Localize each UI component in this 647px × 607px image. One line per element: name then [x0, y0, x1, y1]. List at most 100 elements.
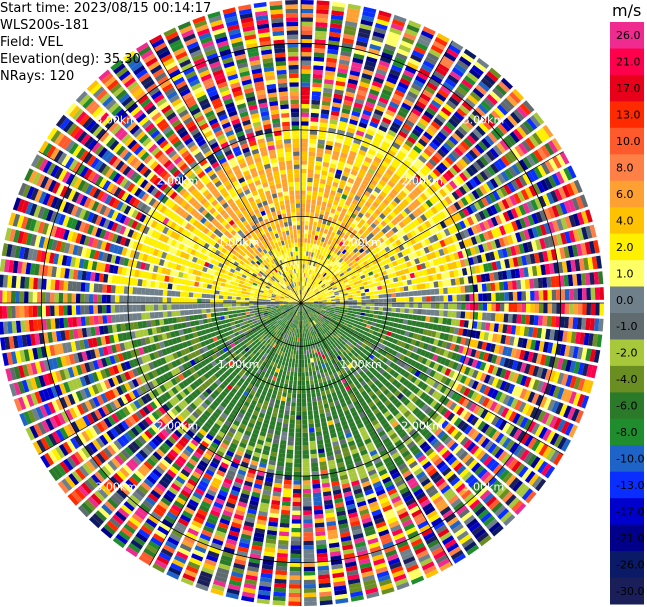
velocity-gate — [330, 14, 344, 21]
velocity-gate — [314, 35, 327, 41]
velocity-gate — [334, 281, 340, 285]
velocity-gate — [473, 245, 481, 255]
velocity-gate — [543, 208, 552, 221]
velocity-gate — [415, 141, 425, 151]
velocity-gate — [320, 265, 325, 271]
velocity-gate — [465, 303, 470, 311]
velocity-gate — [449, 70, 462, 81]
velocity-gate — [290, 367, 295, 372]
velocity-gate — [342, 288, 347, 292]
velocity-gate — [420, 30, 434, 40]
velocity-gate — [393, 253, 400, 260]
velocity-gate — [481, 119, 493, 131]
velocity-gate — [309, 247, 313, 253]
velocity-gate — [351, 110, 361, 118]
velocity-gate — [470, 214, 479, 224]
velocity-gate — [355, 215, 362, 222]
velocity-gate — [385, 109, 396, 117]
velocity-gate — [335, 298, 340, 301]
velocity-gate — [276, 421, 282, 427]
velocity-gate — [497, 200, 506, 212]
velocity-gate — [368, 183, 376, 190]
velocity-gate — [523, 120, 534, 133]
velocity-gate — [342, 290, 348, 294]
velocity-gate — [547, 175, 557, 188]
velocity-gate — [495, 188, 505, 199]
velocity-gate — [308, 283, 312, 288]
velocity-gate — [303, 272, 306, 278]
velocity-gate — [369, 204, 377, 212]
velocity-gate — [506, 94, 518, 107]
velocity-gate — [582, 288, 587, 301]
velocity-gate — [432, 40, 446, 51]
velocity-gate — [339, 179, 347, 186]
velocity-gate — [539, 224, 547, 236]
velocity-gate — [502, 136, 513, 149]
velocity-gate — [431, 243, 438, 251]
velocity-gate — [421, 114, 432, 124]
velocity-gate — [556, 233, 563, 246]
velocity-gate — [404, 171, 413, 180]
velocity-gate — [312, 226, 317, 231]
velocity-gate — [363, 316, 369, 321]
velocity-gate — [301, 194, 306, 200]
velocity-gate — [293, 380, 297, 386]
velocity-gate — [313, 492, 322, 498]
velocity-gate — [301, 242, 304, 247]
velocity-gate — [323, 87, 333, 94]
velocity-gate — [317, 295, 322, 298]
velocity-gate — [443, 310, 448, 317]
velocity-gate — [398, 318, 404, 324]
velocity-gate — [285, 466, 293, 472]
velocity-gate — [533, 252, 540, 264]
velocity-gate — [347, 248, 353, 254]
velocity-gate — [435, 241, 442, 249]
velocity-gate — [322, 161, 330, 168]
velocity-gate — [320, 292, 326, 295]
velocity-gate — [411, 251, 418, 259]
velocity-gate — [316, 548, 328, 554]
velocity-gate — [379, 56, 392, 64]
velocity-gate — [469, 91, 482, 102]
velocity-gate — [328, 288, 334, 292]
velocity-gate — [302, 454, 310, 459]
velocity-gate — [356, 153, 365, 160]
velocity-gate — [391, 241, 398, 248]
velocity-gate — [377, 205, 384, 213]
velocity-gate — [427, 208, 435, 217]
velocity-gate — [396, 85, 407, 94]
velocity-gate — [355, 250, 361, 257]
velocity-gate — [437, 148, 447, 158]
velocity-gate — [360, 292, 366, 296]
velocity-gate — [280, 400, 286, 406]
velocity-gate — [435, 191, 444, 200]
velocity-gate — [540, 264, 547, 276]
velocity-gate — [310, 279, 314, 285]
velocity-gate — [479, 155, 489, 167]
velocity-gate — [379, 255, 386, 261]
velocity-gate — [474, 61, 487, 73]
velocity-gate — [372, 113, 382, 121]
velocity-gate — [303, 571, 316, 576]
velocity-gate — [296, 411, 301, 416]
velocity-gate — [408, 308, 414, 314]
velocity-gate — [305, 212, 310, 217]
velocity-gate — [491, 303, 496, 312]
velocity-gate — [347, 177, 355, 184]
velocity-gate — [349, 282, 355, 287]
velocity-gate — [275, 565, 288, 571]
velocity-gate — [436, 257, 443, 265]
velocity-gate — [308, 225, 313, 231]
velocity-gate — [482, 208, 490, 219]
velocity-gate — [358, 229, 364, 235]
velocity-gate — [396, 303, 401, 308]
velocity-gate — [303, 242, 307, 247]
velocity-gate — [378, 244, 384, 251]
velocity-gate — [486, 283, 492, 292]
velocity-gate — [428, 227, 436, 235]
velocity-gate — [338, 279, 344, 283]
velocity-gate — [474, 303, 479, 311]
velocity-gate — [573, 179, 583, 194]
velocity-gate — [322, 300, 327, 302]
